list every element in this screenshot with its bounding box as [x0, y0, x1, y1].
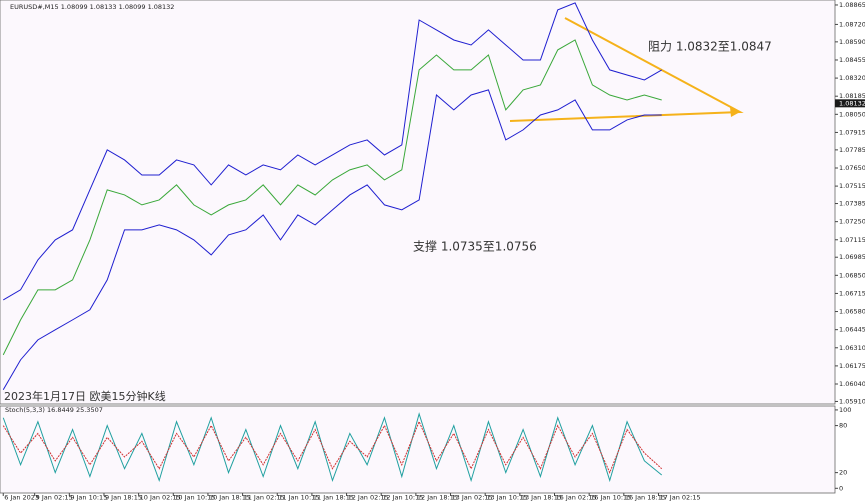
- x-tick-label: 11 Jan 10:15: [278, 494, 319, 501]
- x-tick-label: 9 Jan 02:15: [36, 494, 73, 501]
- series-line: [2, 2, 662, 301]
- x-tick-label: 16 Jan 02:15: [556, 494, 597, 501]
- y-tick-label: 1.07115: [839, 236, 865, 244]
- series-line: [2, 39, 662, 356]
- y-tick-label: 1.06985: [839, 253, 865, 261]
- y-tick-label: 100: [839, 406, 851, 414]
- x-tick-label: 13 Jan 10:15: [486, 494, 527, 501]
- x-tick-label: 16 Jan 18:15: [625, 494, 666, 501]
- annotation: 阻力 1.0832至1.0847: [648, 40, 772, 54]
- arrow-head: [730, 107, 740, 117]
- x-tick-label: 11 Jan 02:15: [244, 494, 285, 501]
- y-tick-label: 1.06040: [839, 380, 865, 388]
- y-tick-label: 1.07650: [839, 164, 865, 172]
- price-panel: [0, 0, 836, 405]
- series-line: [2, 420, 663, 474]
- x-tick-label: 11 Jan 18:15: [313, 494, 354, 501]
- annotation: 2023年1月17日 欧美15分钟K线: [4, 389, 166, 403]
- y-tick-label: 1.07785: [839, 146, 865, 154]
- x-tick-label: 10 Jan 18:15: [209, 494, 250, 501]
- stoch-title: Stoch(5,3,3) 16.8449 25.3507: [5, 406, 103, 414]
- x-tick-label: 6 Jan 2023: [4, 494, 39, 501]
- y-tick-label: 1.08320: [839, 74, 865, 82]
- series-line: [2, 412, 663, 483]
- series-line: [2, 89, 662, 391]
- y-tick-label: 0: [839, 484, 843, 492]
- x-tick-label: 9 Jan 10:15: [70, 494, 107, 501]
- y-tick-label: 1.06175: [839, 362, 865, 370]
- y-tick-label: 1.08185: [839, 92, 865, 100]
- y-tick-label: 20: [839, 469, 847, 477]
- y-tick-label: 1.08590: [839, 38, 865, 46]
- chart-title: EURUSD#,M15 1.08099 1.08133 1.08099 1.08…: [10, 3, 174, 11]
- x-tick-label: 13 Jan 02:15: [452, 494, 493, 501]
- y-tick-label: 1.07250: [839, 218, 865, 226]
- x-tick-label: 16 Jan 10:15: [590, 494, 631, 501]
- y-tick-label: 1.07915: [839, 128, 865, 136]
- y-tick-label: 80: [839, 422, 847, 430]
- y-tick-label: 1.06580: [839, 308, 865, 316]
- y-tick-label: 1.08865: [839, 1, 865, 9]
- x-tick-label: 13 Jan 18:15: [521, 494, 562, 501]
- y-tick-label: 1.07385: [839, 200, 865, 208]
- annotation: 支撑 1.0735至1.0756: [413, 239, 537, 254]
- x-tick-label: 9 Jan 18:15: [105, 494, 142, 501]
- last-price-label: 1.08132: [839, 99, 865, 107]
- y-tick-label: 1.08455: [839, 56, 865, 64]
- x-tick-label: 12 Jan 10:15: [382, 494, 423, 501]
- y-tick-label: 1.05910: [839, 397, 865, 405]
- x-tick-label: 17 Jan 02:15: [659, 494, 700, 501]
- y-tick-label: 1.06310: [839, 344, 865, 352]
- x-tick-label: 10 Jan 02:15: [140, 494, 181, 501]
- x-tick-label: 10 Jan 10:15: [174, 494, 215, 501]
- last-price-box: [835, 99, 865, 108]
- x-tick-label: 12 Jan 02:15: [348, 494, 389, 501]
- y-tick-label: 1.08050: [839, 110, 865, 118]
- y-tick-label: 1.06445: [839, 326, 865, 334]
- y-tick-label: 1.08720: [839, 20, 865, 28]
- y-tick-label: 1.06715: [839, 289, 865, 297]
- y-tick-label: 1.06850: [839, 271, 865, 279]
- y-tick-label: 1.07515: [839, 182, 865, 190]
- x-tick-label: 12 Jan 18:15: [417, 494, 458, 501]
